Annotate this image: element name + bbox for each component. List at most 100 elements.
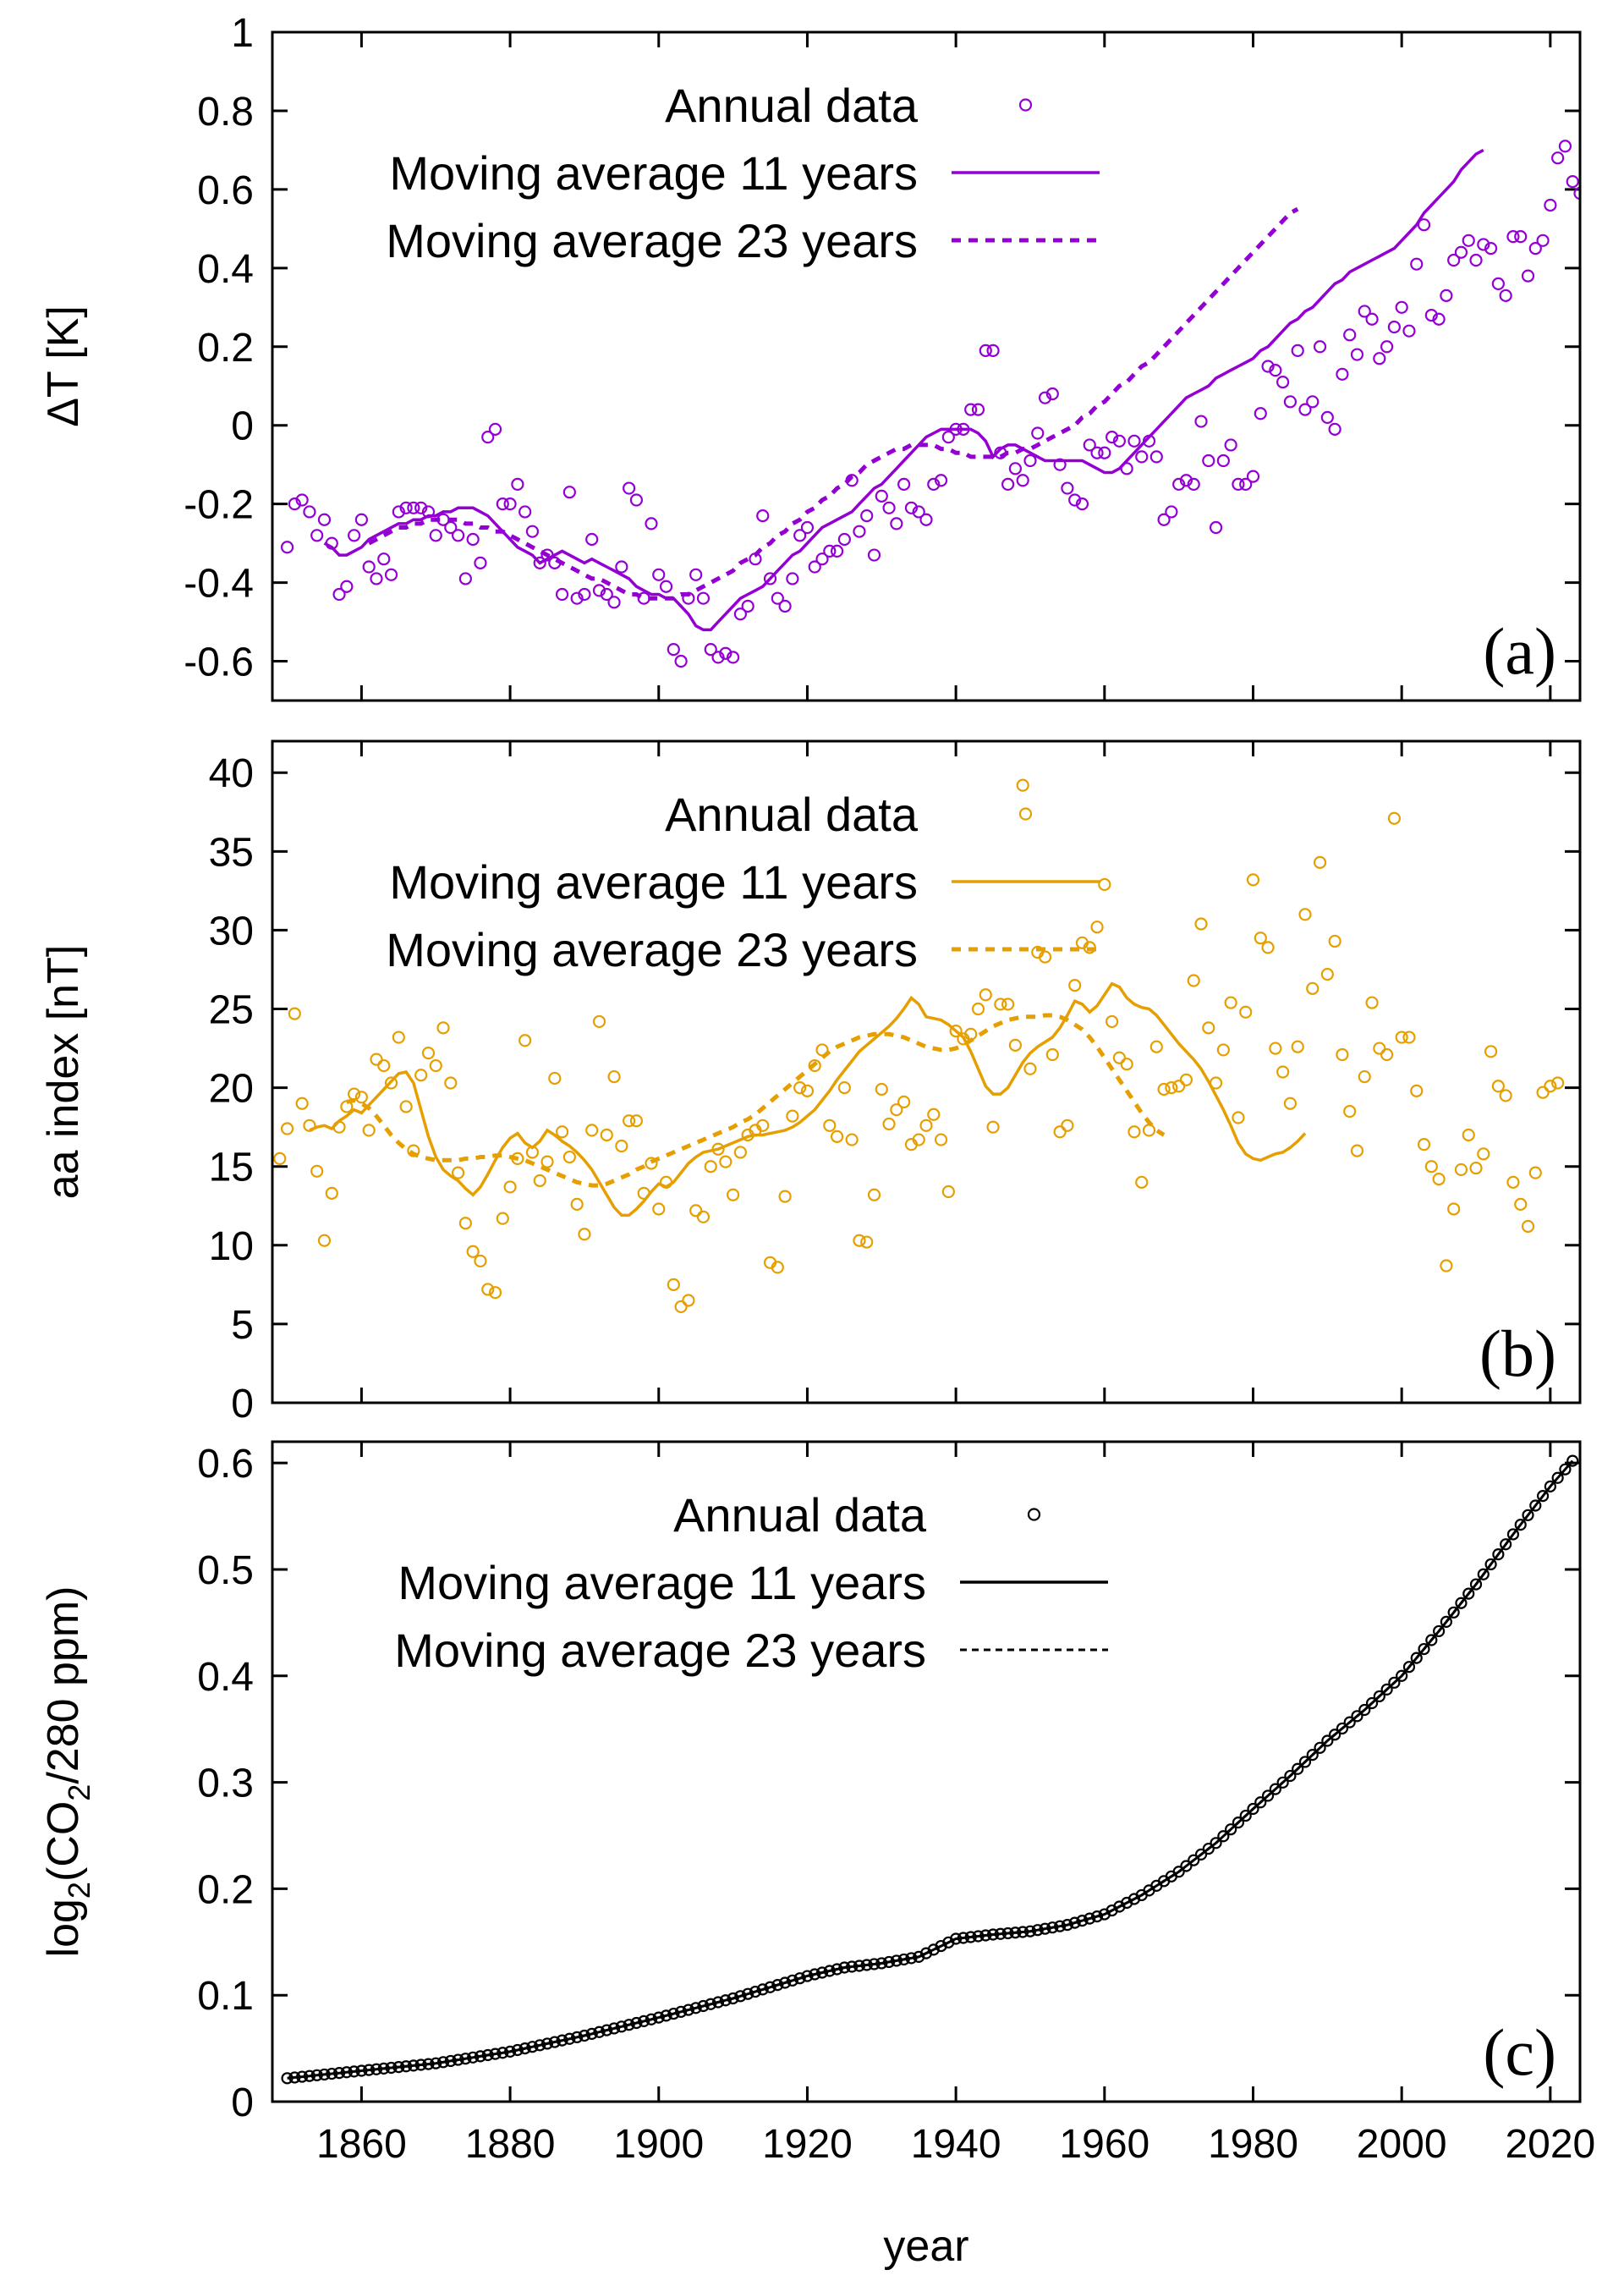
data-point: [489, 2047, 502, 2060]
data-point: [1551, 1076, 1565, 1090]
data-point: [563, 2032, 576, 2045]
data-point: [919, 1119, 933, 1132]
y-axis-title-part: 2: [62, 1784, 96, 1801]
y-tick-label: 0.8: [197, 90, 254, 135]
data-point: [1001, 477, 1015, 492]
data-point: [385, 2061, 398, 2075]
y-tick-label: 20: [209, 1067, 254, 1112]
data-point: [399, 501, 413, 514]
data-point: [778, 599, 792, 613]
data-point: [1112, 434, 1126, 448]
data-point: [1328, 422, 1341, 436]
data-point: [1373, 1042, 1386, 1055]
data-point: [815, 1043, 829, 1057]
data-point: [727, 1188, 740, 1201]
data-point: [1380, 1047, 1394, 1062]
data-point: [927, 1108, 941, 1121]
data-point: [957, 422, 970, 436]
x-tick-label: 1960: [1059, 2122, 1149, 2167]
data-point: [1224, 438, 1237, 452]
series-ma23: [368, 206, 1299, 601]
ticks: 0 5 10 15 20 25 30 35 40: [209, 741, 1580, 1426]
data-point: [288, 2071, 301, 2084]
data-point: [1165, 1081, 1178, 1095]
data-point: [1246, 470, 1260, 483]
data-point: [868, 1958, 881, 1970]
data-point: [786, 1109, 799, 1123]
data-point: [1061, 1119, 1074, 1132]
data-point: [1306, 981, 1320, 995]
data-point: [763, 572, 777, 585]
x-tick-label: 1860: [316, 2122, 407, 2167]
data-point: [422, 2058, 435, 2070]
data-point: [1395, 300, 1408, 314]
data-point: [488, 422, 502, 436]
data-point: [860, 1959, 873, 1971]
data-point: [295, 493, 309, 507]
data-point: [1298, 403, 1312, 416]
data-point: [562, 486, 576, 499]
data-point: [592, 584, 606, 597]
data-point: [377, 552, 391, 566]
data-point: [600, 587, 613, 602]
data-point: [1343, 1104, 1357, 1119]
data-point: [1031, 1924, 1044, 1937]
data-point: [882, 501, 896, 514]
y-axis-title: aa index [nT]: [39, 945, 88, 1200]
data-point: [779, 1976, 792, 1989]
legend-label-ma23: Moving average 23 years: [394, 1624, 926, 1677]
data-point: [1424, 308, 1438, 322]
data-point: [1142, 434, 1156, 448]
data-point: [1469, 1161, 1483, 1175]
data-point: [326, 2067, 338, 2080]
data-point: [704, 642, 717, 657]
data-point: [733, 607, 747, 621]
data-point: [1127, 1125, 1141, 1139]
data-point: [1424, 1160, 1438, 1173]
x-axis-title: year: [883, 2222, 968, 2271]
data-point: [1462, 234, 1475, 247]
data-point: [1142, 1124, 1156, 1137]
data-point: [1194, 1848, 1208, 1861]
data-point: [1172, 477, 1186, 492]
data-point: [897, 1095, 911, 1108]
x-tick-label: 1920: [762, 2122, 853, 2167]
data-point: [1402, 324, 1416, 338]
data-point: [1180, 1860, 1193, 1872]
data-point: [1194, 415, 1208, 428]
data-point: [979, 1929, 992, 1942]
data-point: [711, 1142, 725, 1156]
data-point: [592, 1014, 606, 1029]
data-point: [1514, 1519, 1527, 1531]
data-point: [659, 1175, 673, 1189]
data-point: [1276, 1065, 1290, 1079]
data-point: [1351, 1710, 1363, 1723]
data-point: [607, 596, 621, 609]
data-point: [637, 1186, 650, 1200]
data-point: [1455, 1597, 1468, 1609]
data-point: [1090, 921, 1104, 934]
data-point: [607, 2022, 621, 2035]
data-point: [771, 591, 784, 605]
data-point: [860, 508, 874, 523]
data-point: [340, 2066, 353, 2079]
data-point: [837, 1081, 851, 1095]
data-point: [756, 1119, 770, 1132]
data-point: [734, 1990, 747, 2003]
legend-label-annual: Annual data: [665, 79, 919, 132]
y-tick-label: 0.2: [197, 1867, 254, 1912]
data-point: [1179, 1073, 1193, 1086]
data-point: [399, 1100, 413, 1113]
data-point: [421, 1047, 436, 1060]
data-point: [1298, 1756, 1312, 1768]
data-point: [1225, 1823, 1237, 1836]
x-tick-label: 2000: [1357, 2122, 1447, 2167]
data-point: [430, 2057, 442, 2069]
data-point: [555, 1125, 569, 1139]
data-point: [764, 1981, 776, 1993]
data-point: [1462, 1128, 1475, 1142]
data-point: [458, 1217, 472, 1230]
data-point: [727, 651, 740, 664]
data-point: [786, 572, 799, 585]
data-point: [667, 1278, 680, 1291]
